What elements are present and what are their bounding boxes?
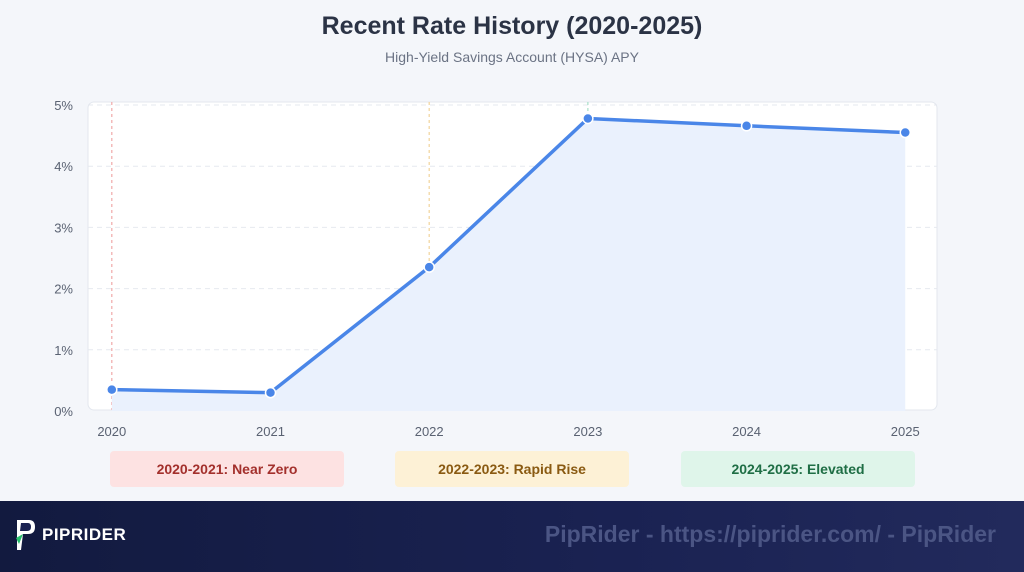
chart-title: Recent Rate History (2020-2025) xyxy=(321,12,703,40)
watermark-text: PipRider - https://piprider.com/ - PipRi… xyxy=(544,521,996,547)
data-points xyxy=(106,112,912,399)
y-axis-ticks: 0% 1% 2% 3% 4% 5% xyxy=(54,98,73,419)
period-badge-rapid-rise: 2022-2023: Rapid Rise xyxy=(395,451,629,487)
piprider-logo[interactable]: PIPRIDER xyxy=(14,518,126,552)
area-fill xyxy=(111,118,906,412)
period-badge-label: 2022-2023: Rapid Rise xyxy=(438,461,586,477)
period-badge-label: 2024-2025: Elevated xyxy=(731,461,865,477)
x-tick-label: 2020 xyxy=(97,424,126,439)
y-tick-label: 2% xyxy=(54,282,73,297)
series-line-path xyxy=(111,116,906,395)
piprider-logo-icon xyxy=(16,520,35,550)
y-tick-label: 0% xyxy=(54,404,73,419)
data-point xyxy=(264,386,277,399)
data-point xyxy=(582,112,594,125)
x-tick-label: 2023 xyxy=(573,424,602,439)
period-badge-near-zero: 2020-2021: Near Zero xyxy=(110,451,344,487)
logo-text: PIPRIDER xyxy=(42,525,127,544)
x-tick-label: 2025 xyxy=(891,424,920,439)
x-tick-label: 2024 xyxy=(732,424,761,439)
x-tick-label: 2022 xyxy=(415,424,444,439)
period-badge-label: 2020-2021: Near Zero xyxy=(156,461,298,477)
data-point xyxy=(740,120,753,132)
y-tick-label: 5% xyxy=(54,98,73,113)
y-tick-label: 3% xyxy=(54,220,73,235)
data-point xyxy=(899,126,912,139)
y-tick-label: 4% xyxy=(54,159,73,174)
data-point xyxy=(423,261,435,273)
x-axis-ticks: 2020 2021 2022 2023 2024 2025 xyxy=(97,424,919,439)
chart-subtitle: High-Yield Savings Account (HYSA) APY xyxy=(385,49,639,65)
series-line xyxy=(111,116,906,395)
footer-banner: PIPRIDER PipRider - https://piprider.com… xyxy=(0,501,1024,572)
rate-history-chart: 0% 1% 2% 3% 4% 5% 2020 2021 2022 2023 2024 2025 xyxy=(54,98,938,439)
y-tick-label: 1% xyxy=(54,343,73,358)
period-badge-elevated: 2024-2025: Elevated xyxy=(681,451,915,487)
x-tick-label: 2021 xyxy=(256,424,285,439)
area-fill-path xyxy=(111,118,906,412)
data-point xyxy=(106,383,118,396)
